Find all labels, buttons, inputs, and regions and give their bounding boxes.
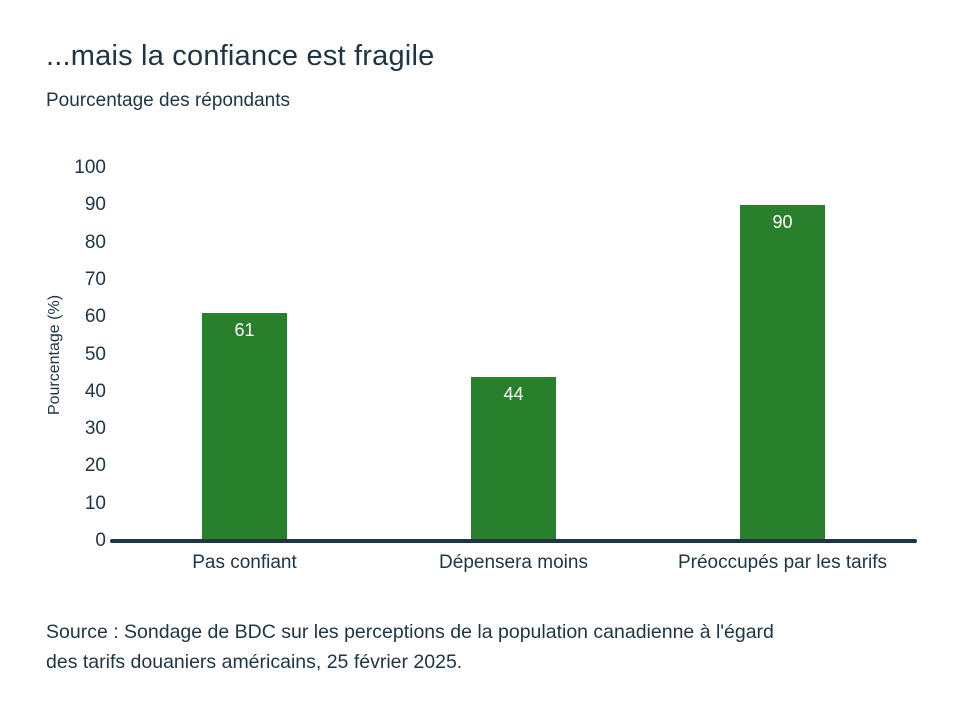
source-line-2: des tarifs douaniers américains, 25 févr… — [46, 651, 463, 673]
bar-value-label: 90 — [772, 212, 793, 233]
source-line-1: Source : Sondage de BDC sur les percepti… — [46, 621, 774, 643]
chart-title: ...mais la confiance est fragile — [46, 40, 435, 72]
y-tick-label: 70 — [84, 268, 106, 290]
x-category-label: Préoccupés par les tarifs — [677, 552, 888, 573]
y-tick-label: 0 — [95, 530, 106, 551]
y-tick-label: 100 — [74, 157, 106, 178]
y-tick-label: 20 — [84, 455, 106, 477]
bar: 61 — [202, 313, 287, 541]
x-axis-line — [110, 539, 917, 543]
y-tick-label: 10 — [84, 492, 106, 514]
y-tick-label: 30 — [84, 418, 106, 440]
y-tick-label: 90 — [84, 194, 106, 216]
bar-value-label: 61 — [234, 320, 255, 341]
y-tick-label: 80 — [84, 231, 106, 253]
y-tick-label: 40 — [84, 380, 106, 402]
chart-subtitle: Pourcentage des répondants — [46, 90, 291, 111]
y-tick-label: 60 — [84, 306, 106, 328]
y-tick-label: 50 — [84, 343, 106, 365]
bar: 90 — [740, 205, 825, 541]
bar: 44 — [471, 376, 556, 541]
bar-value-label: 44 — [503, 383, 524, 404]
x-category-label: Pas confiant — [192, 552, 297, 573]
x-category-label: Dépensera moins — [439, 552, 588, 573]
source-note: Source : Sondage de BDC sur les percepti… — [46, 617, 774, 677]
